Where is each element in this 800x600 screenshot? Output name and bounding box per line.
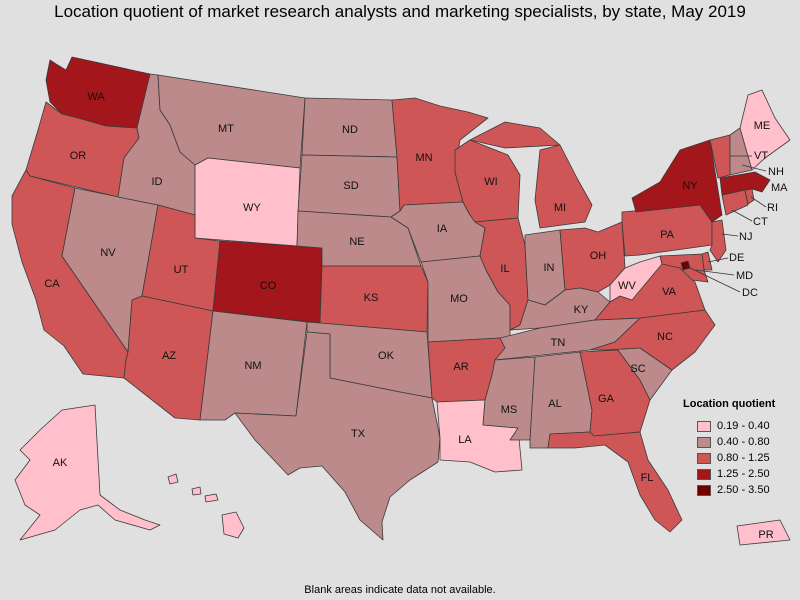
legend-item: 1.25 - 2.50 xyxy=(683,466,795,482)
label-VA: VA xyxy=(662,286,677,298)
label-MT: MT xyxy=(218,123,234,135)
state-PR[interactable] xyxy=(736,519,791,546)
label-WV: WV xyxy=(618,280,636,292)
leader-line-nh xyxy=(741,164,767,172)
label-WI: WI xyxy=(484,176,497,188)
label-PR: PR xyxy=(758,529,773,541)
label-IN: IN xyxy=(544,262,555,274)
label-CT: CT xyxy=(753,216,768,228)
label-MD: MD xyxy=(736,270,753,282)
label-AL: AL xyxy=(548,398,561,410)
legend-swatch xyxy=(697,436,711,448)
legend-title: Location quotient xyxy=(683,398,776,410)
label-VT: VT xyxy=(754,150,768,162)
state-DC[interactable] xyxy=(680,260,691,271)
legend-label: 0.40 - 0.80 xyxy=(717,436,770,448)
label-DE: DE xyxy=(729,252,744,264)
legend-label: 0.80 - 1.25 xyxy=(717,452,770,464)
label-UT: UT xyxy=(174,264,189,276)
state-NJ[interactable] xyxy=(709,219,727,263)
leader-line-ri xyxy=(750,196,767,208)
leader-line-nj xyxy=(721,233,739,237)
leader-line-de xyxy=(707,257,729,263)
leader-line-dc xyxy=(685,265,741,293)
label-AR: AR xyxy=(453,361,468,373)
label-ND: ND xyxy=(342,124,358,136)
legend-label: 1.25 - 2.50 xyxy=(717,468,770,480)
label-AK: AK xyxy=(53,457,68,469)
state-MA[interactable] xyxy=(719,171,771,196)
legend-label: 0.19 - 0.40 xyxy=(717,420,770,432)
label-RI: RI xyxy=(767,202,778,214)
label-SC: SC xyxy=(630,363,645,375)
state-NC[interactable] xyxy=(589,309,716,371)
label-CA: CA xyxy=(44,278,60,290)
map-legend: Location quotient 0.19 - 0.40 0.40 - 0.8… xyxy=(683,398,795,498)
state-labels: WA OR CA NV ID MT WY UT AZ CO NM ND SD N… xyxy=(44,91,788,541)
label-FL: FL xyxy=(641,472,654,484)
label-OK: OK xyxy=(378,350,395,362)
label-CO: CO xyxy=(260,280,277,292)
label-NY: NY xyxy=(682,180,698,192)
label-IA: IA xyxy=(437,223,448,235)
label-PA: PA xyxy=(660,229,675,241)
legend-swatch xyxy=(697,452,711,464)
label-ME: ME xyxy=(754,120,771,132)
label-NE: NE xyxy=(349,236,364,248)
legend-swatch xyxy=(697,468,711,480)
state-AK[interactable] xyxy=(14,404,161,541)
legend-item: 2.50 - 3.50 xyxy=(683,482,795,498)
label-NV: NV xyxy=(100,247,116,259)
label-OR: OR xyxy=(70,150,87,162)
legend-label: 2.50 - 3.50 xyxy=(717,484,770,496)
legend-swatch xyxy=(697,484,711,496)
label-MS: MS xyxy=(501,404,518,416)
label-ID: ID xyxy=(152,176,163,188)
label-LA: LA xyxy=(458,434,472,446)
label-MO: MO xyxy=(450,293,468,305)
label-MI: MI xyxy=(554,202,566,214)
label-TN: TN xyxy=(551,337,566,349)
label-NJ: NJ xyxy=(739,231,752,243)
legend-item: 0.19 - 0.40 xyxy=(683,418,795,434)
label-IL: IL xyxy=(500,263,509,275)
map-title: Location quotient of market research ana… xyxy=(54,2,746,21)
label-NC: NC xyxy=(657,331,673,343)
label-WA: WA xyxy=(87,91,105,103)
state-HI[interactable] xyxy=(167,473,245,539)
state-KS[interactable] xyxy=(319,265,429,333)
leader-line-md xyxy=(695,269,735,276)
label-MN: MN xyxy=(415,152,432,164)
state-TX[interactable] xyxy=(234,331,441,541)
leader-line-ct xyxy=(731,209,753,222)
label-SD: SD xyxy=(343,180,358,192)
state-FL[interactable] xyxy=(547,431,683,533)
legend-item: 0.80 - 1.25 xyxy=(683,450,795,466)
state-IL[interactable] xyxy=(474,217,529,331)
legend-item: 0.40 - 0.80 xyxy=(683,434,795,450)
label-OH: OH xyxy=(590,250,607,262)
label-NH: NH xyxy=(768,166,784,178)
state-NY[interactable] xyxy=(631,139,723,223)
state-MI[interactable] xyxy=(469,121,593,229)
label-MA: MA xyxy=(771,182,788,194)
label-DC: DC xyxy=(742,287,758,299)
state-MS[interactable] xyxy=(482,356,536,441)
footnote: Blank areas indicate data not available. xyxy=(304,584,496,596)
label-GA: GA xyxy=(598,393,615,405)
label-KY: KY xyxy=(574,304,589,316)
label-AZ: AZ xyxy=(162,350,176,362)
label-WY: WY xyxy=(243,202,261,214)
label-TX: TX xyxy=(351,428,366,440)
label-NM: NM xyxy=(244,360,261,372)
legend-swatch xyxy=(697,420,711,432)
label-KS: KS xyxy=(364,292,379,304)
